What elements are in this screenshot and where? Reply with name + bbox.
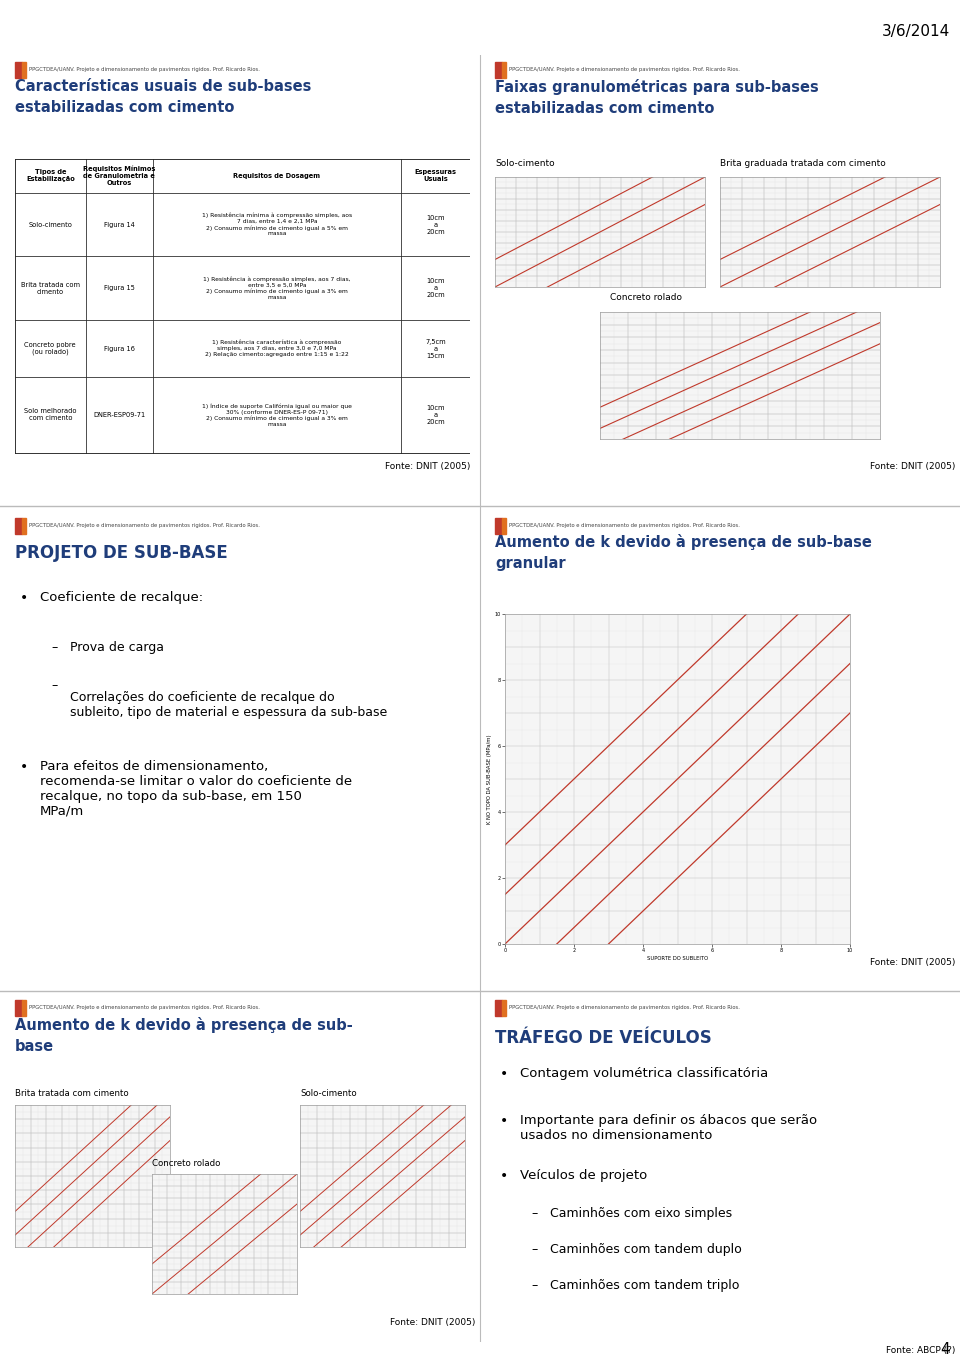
X-axis label: SUPORTE DO SUBLEITO: SUPORTE DO SUBLEITO [647,956,708,961]
Text: PPGCTDEA/UANV. Projeto e dimensionamento de pavimentos rigidos. Prof. Ricardo Ri: PPGCTDEA/UANV. Projeto e dimensionamento… [29,523,259,528]
Bar [495,519,502,534]
Bar [85,378,153,453]
Text: 10cm
a
20cm: 10cm a 20cm [426,215,444,234]
Bar [22,63,26,78]
Text: 3/6/2014: 3/6/2014 [881,25,950,38]
Text: –: – [532,1207,538,1221]
Text: 4: 4 [941,1343,950,1358]
Text: TRÁFEGO DE VEÍCULOS: TRÁFEGO DE VEÍCULOS [495,1029,711,1047]
Text: Fonte: DNIT (2005): Fonte: DNIT (2005) [390,1318,475,1328]
Text: Correlações do coeficiente de recalque do
subleito, tipo de material e espessura: Correlações do coeficiente de recalque d… [69,690,387,719]
Text: –: – [532,1279,538,1292]
Text: Caminhões com eixo simples: Caminhões com eixo simples [550,1207,732,1221]
Text: Fonte: DNIT (2005): Fonte: DNIT (2005) [385,463,470,471]
Text: Espessuras
Usuais: Espessuras Usuais [415,170,456,182]
Bar [401,159,470,193]
Text: 10cm
a
20cm: 10cm a 20cm [426,405,444,424]
Text: •: • [499,1068,508,1082]
Text: Fonte: DNIT (2005): Fonte: DNIT (2005) [870,463,955,471]
Bar [15,519,22,534]
Text: Concreto rolado: Concreto rolado [152,1158,221,1168]
Text: •: • [19,590,28,605]
Bar [85,320,153,378]
Text: PPGCTDEA/UANV. Projeto e dimensionamento de pavimentos rigidos. Prof. Ricardo Ri: PPGCTDEA/UANV. Projeto e dimensionamento… [509,67,739,73]
Text: •: • [499,1114,508,1128]
Text: Brita tratada com
cimento: Brita tratada com cimento [21,282,80,294]
Text: Solo-cimento: Solo-cimento [29,222,72,227]
Text: Brita tratada com cimento: Brita tratada com cimento [15,1088,129,1098]
Text: Fonte: ABCP (?): Fonte: ABCP (?) [886,1346,955,1354]
Bar [502,519,506,534]
Text: 1) Índice de suporte Califórnia igual ou maior que
30% (conforme DNER-ES-P 09-71: 1) Índice de suporte Califórnia igual ou… [202,402,351,427]
Text: •: • [499,1169,508,1183]
Text: –: – [52,641,58,653]
Text: PPGCTDEA/UANV. Projeto e dimensionamento de pavimentos rigidos. Prof. Ricardo Ri: PPGCTDEA/UANV. Projeto e dimensionamento… [509,523,739,528]
Text: 1) Resistência à compressão simples, aos 7 dias,
entre 3,5 e 5,0 MPa
2) Consumo : 1) Resistência à compressão simples, aos… [204,277,350,300]
Text: Tipos de
Estabilização: Tipos de Estabilização [26,170,75,182]
Bar [15,193,85,256]
Y-axis label: K NO TOPO DA SUB-BASE (MPa/m): K NO TOPO DA SUB-BASE (MPa/m) [487,734,492,824]
Bar [153,320,401,378]
Text: Solo-cimento: Solo-cimento [300,1088,356,1098]
Bar [15,320,85,378]
Text: –: – [532,1243,538,1257]
Text: 7,5cm
a
15cm: 7,5cm a 15cm [425,338,445,359]
Text: Figura 16: Figura 16 [104,345,134,352]
Bar [15,378,85,453]
Text: –: – [52,679,58,693]
Bar [15,159,85,193]
Bar [502,1001,506,1016]
Text: Faixas granulométricas para sub-bases
estabilizadas com cimento: Faixas granulométricas para sub-bases es… [495,79,819,116]
Bar [22,1001,26,1016]
Text: Figura 15: Figura 15 [104,285,134,292]
Text: Solo melhorado
com cimento: Solo melhorado com cimento [24,408,77,422]
Text: PROJETO DE SUB-BASE: PROJETO DE SUB-BASE [15,543,228,563]
Text: Caminhões com tandem triplo: Caminhões com tandem triplo [550,1279,739,1292]
Bar [15,256,85,320]
Text: Figura 14: Figura 14 [104,222,134,227]
Text: Aumento de k devido à presença de sub-
base: Aumento de k devido à presença de sub- b… [15,1017,352,1054]
Bar [153,378,401,453]
Text: Importante para definir os ábacos que serão
usados no dimensionamento: Importante para definir os ábacos que se… [520,1114,817,1142]
Text: Concreto rolado: Concreto rolado [610,293,682,303]
Text: Requisitos Mínimos
de Granulometria e
Outros: Requisitos Mínimos de Granulometria e Ou… [83,166,156,186]
Text: •: • [19,760,28,773]
Bar [153,193,401,256]
Bar [15,1001,22,1016]
Bar [502,63,506,78]
Text: 10cm
a
20cm: 10cm a 20cm [426,278,444,298]
Text: DNER-ESP09-71: DNER-ESP09-71 [93,412,145,418]
Text: Características usuais de sub-bases
estabilizadas com cimento: Características usuais de sub-bases esta… [15,79,311,115]
Bar [85,159,153,193]
Bar [153,256,401,320]
Text: Caminhões com tandem duplo: Caminhões com tandem duplo [550,1243,742,1257]
Text: PPGCTDEA/UANV. Projeto e dimensionamento de pavimentos rigidos. Prof. Ricardo Ri: PPGCTDEA/UANV. Projeto e dimensionamento… [29,67,259,73]
Bar [495,1001,502,1016]
Text: 1) Resistência característica à compressão
simples, aos 7 dias, entre 3,0 e 7,0 : 1) Resistência característica à compress… [205,340,348,357]
Bar [495,63,502,78]
Bar [401,193,470,256]
Bar [153,159,401,193]
Bar [401,256,470,320]
Text: Para efeitos de dimensionamento,
recomenda-se limitar o valor do coeficiente de
: Para efeitos de dimensionamento, recomen… [40,760,352,817]
Text: Fonte: DNIT (2005): Fonte: DNIT (2005) [870,958,955,968]
Text: Veículos de projeto: Veículos de projeto [520,1169,648,1181]
Text: PPGCTDEA/UANV. Projeto e dimensionamento de pavimentos rigidos. Prof. Ricardo Ri: PPGCTDEA/UANV. Projeto e dimensionamento… [509,1005,739,1010]
Bar [85,256,153,320]
Text: Contagem volumétrica classificatória: Contagem volumétrica classificatória [520,1068,769,1080]
Text: PPGCTDEA/UANV. Projeto e dimensionamento de pavimentos rigidos. Prof. Ricardo Ri: PPGCTDEA/UANV. Projeto e dimensionamento… [29,1005,259,1010]
Text: Aumento de k devido à presença de sub-base
granular: Aumento de k devido à presença de sub-ba… [495,534,872,571]
Text: Prova de carga: Prova de carga [69,641,163,653]
Bar [22,519,26,534]
Bar [401,320,470,378]
Text: Concreto pobre
(ou rolado): Concreto pobre (ou rolado) [24,342,76,356]
Text: 1) Resistência mínima à compressão simples, aos
7 dias, entre 1,4 e 2,1 MPa
2) C: 1) Resistência mínima à compressão simpl… [202,214,352,237]
Bar [15,63,22,78]
Text: Solo-cimento: Solo-cimento [495,159,555,167]
Text: Coeficiente de recalque:: Coeficiente de recalque: [40,590,204,604]
Text: Brita graduada tratada com cimento: Brita graduada tratada com cimento [720,159,886,167]
Bar [85,193,153,256]
Text: Requisitos de Dosagem: Requisitos de Dosagem [233,172,321,179]
Bar [401,378,470,453]
